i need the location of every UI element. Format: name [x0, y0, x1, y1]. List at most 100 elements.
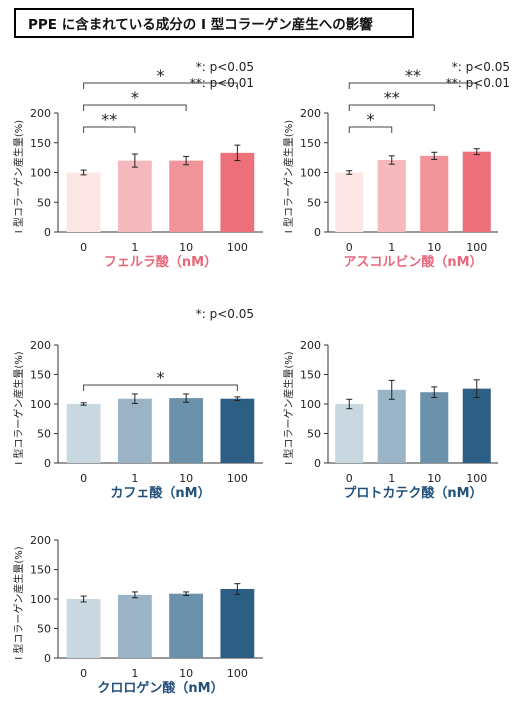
y-tick-label: 50 — [307, 428, 321, 441]
bar — [377, 160, 406, 232]
chart-ferulic: 0 50 100 150 200 I 型コラーゲン産生量(%) 0 1 10 100 フェルラ酸（n… — [12, 60, 263, 270]
x-tick-label: 0 — [80, 472, 87, 485]
x-tick-label: 100 — [227, 667, 248, 680]
significance-legend: *: p<0.05 — [196, 307, 254, 321]
bar — [462, 388, 491, 463]
significance-marker: ** — [405, 66, 421, 85]
y-tick-label: 100 — [300, 398, 321, 411]
bar — [169, 160, 204, 232]
y-tick-label: 200 — [30, 107, 51, 120]
x-axis-title: アスコルビン酸（nM） — [343, 254, 482, 270]
significance-legend: *: p<0.05 — [196, 60, 254, 74]
y-tick-label: 0 — [44, 652, 51, 665]
bar — [66, 172, 101, 232]
y-tick-label: 100 — [30, 398, 51, 411]
x-axis-title: プロトカテク酸（nM） — [343, 485, 482, 501]
x-axis-title: カフェ酸（nM） — [110, 485, 210, 501]
bar — [117, 594, 152, 658]
bar — [66, 404, 101, 463]
x-axis-title: クロロゲン酸（nM） — [97, 680, 223, 696]
bar — [377, 389, 406, 463]
y-tick-label: 50 — [37, 623, 51, 636]
significance-bracket — [83, 126, 136, 133]
y-tick-label: 100 — [30, 593, 51, 606]
bar — [117, 160, 152, 232]
y-axis-title: I 型コラーゲン産生量(%) — [12, 351, 25, 465]
significance-marker: * — [157, 66, 165, 85]
x-tick-label: 1 — [131, 472, 138, 485]
significance-legend: *: p<0.05 — [452, 60, 510, 74]
y-tick-label: 200 — [30, 534, 51, 547]
y-tick-label: 50 — [307, 196, 321, 209]
x-tick-label: 100 — [466, 241, 487, 254]
significance-bracket — [348, 104, 435, 111]
bar — [220, 398, 255, 463]
bar — [335, 172, 364, 232]
bar — [220, 588, 255, 658]
x-tick-label: 100 — [466, 472, 487, 485]
bar — [220, 152, 255, 232]
x-tick-label: 100 — [227, 472, 248, 485]
significance-legend: **: p<0.01 — [446, 76, 510, 90]
x-tick-label: 100 — [227, 241, 248, 254]
significance-marker: ** — [384, 88, 400, 107]
y-tick-label: 150 — [30, 369, 51, 382]
bar — [420, 155, 449, 232]
chart-caffeic: 0 50 100 150 200 I 型コラーゲン産生量(%) 0 1 10 100 カフェ酸（nM… — [12, 307, 263, 501]
x-tick-label: 0 — [80, 667, 87, 680]
y-axis-title: I 型コラーゲン産生量(%) — [282, 120, 295, 234]
x-tick-label: 1 — [388, 241, 395, 254]
significance-legend: **: p<0.01 — [190, 76, 254, 90]
bar — [462, 151, 491, 232]
y-tick-label: 150 — [300, 137, 321, 150]
bar — [169, 593, 204, 658]
y-tick-label: 100 — [300, 167, 321, 180]
y-tick-label: 200 — [30, 339, 51, 352]
bar — [169, 398, 204, 463]
y-tick-label: 150 — [30, 137, 51, 150]
x-tick-label: 10 — [179, 241, 193, 254]
significance-bracket — [348, 126, 393, 133]
y-axis-title: I 型コラーゲン産生量(%) — [12, 120, 25, 234]
y-tick-label: 200 — [300, 107, 321, 120]
y-tick-label: 200 — [300, 339, 321, 352]
significance-bracket — [348, 82, 478, 89]
y-tick-label: 100 — [30, 167, 51, 180]
y-tick-label: 150 — [30, 564, 51, 577]
significance-marker: ** — [101, 110, 117, 129]
significance-bracket — [83, 104, 187, 111]
bar — [335, 404, 364, 463]
chart-chlorogenic: 0 50 100 150 200 I 型コラーゲン産生量(%) 0 1 10 100 クロロゲン酸（… — [12, 534, 263, 696]
x-tick-label: 0 — [346, 241, 353, 254]
significance-marker: * — [131, 88, 139, 107]
y-tick-label: 0 — [314, 226, 321, 239]
x-axis-title: フェルラ酸（nM） — [104, 254, 217, 270]
x-tick-label: 10 — [179, 667, 193, 680]
x-tick-label: 1 — [131, 241, 138, 254]
y-tick-label: 50 — [37, 196, 51, 209]
x-tick-label: 10 — [427, 472, 441, 485]
y-tick-label: 0 — [44, 457, 51, 470]
x-tick-label: 1 — [131, 667, 138, 680]
x-tick-label: 10 — [179, 472, 193, 485]
y-tick-label: 50 — [37, 428, 51, 441]
x-tick-label: 1 — [388, 472, 395, 485]
bar — [66, 599, 101, 658]
y-tick-label: 0 — [44, 226, 51, 239]
significance-bracket — [83, 82, 238, 89]
significance-bracket — [83, 384, 238, 391]
significance-marker: * — [367, 110, 375, 129]
bar — [420, 392, 449, 463]
y-axis-title: I 型コラーゲン産生量(%) — [282, 351, 295, 465]
x-tick-label: 0 — [80, 241, 87, 254]
significance-marker: * — [157, 368, 165, 387]
figure-title: PPE に含まれている成分の I 型コラーゲン産生への影響 — [14, 8, 414, 38]
x-tick-label: 10 — [427, 241, 441, 254]
bar — [117, 398, 152, 463]
x-tick-label: 0 — [346, 472, 353, 485]
y-tick-label: 0 — [314, 457, 321, 470]
y-tick-label: 150 — [300, 369, 321, 382]
